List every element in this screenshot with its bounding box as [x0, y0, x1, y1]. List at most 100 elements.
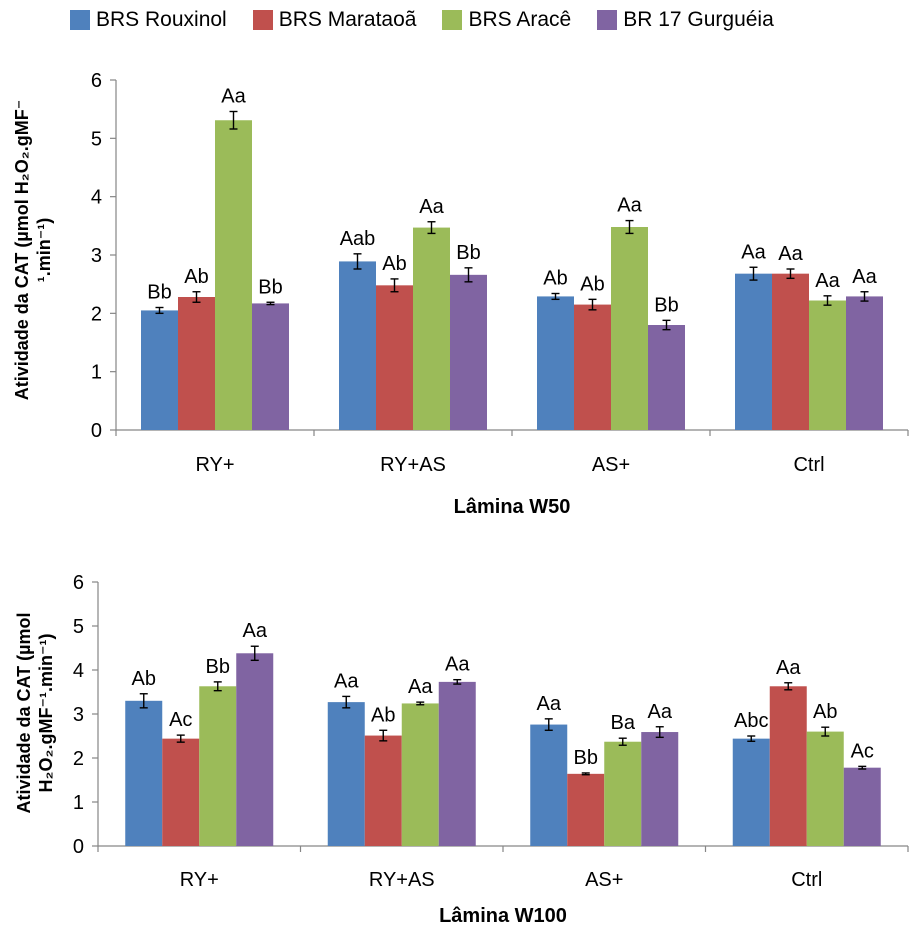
- y-tick-label: 0: [91, 420, 102, 442]
- y-tick-label: 4: [91, 187, 102, 209]
- bar: [769, 686, 807, 846]
- bar: [215, 120, 252, 430]
- data-label: Aa: [408, 676, 433, 698]
- y-tick-label: 3: [91, 245, 102, 267]
- data-label: Ab: [382, 253, 406, 275]
- bar: [327, 702, 365, 846]
- legend-item-arace: BRS Aracê: [442, 8, 571, 32]
- legend-label: BRS Marataoã: [278, 8, 417, 31]
- bar: [413, 227, 450, 430]
- bar: [125, 700, 163, 846]
- data-label: Ac: [169, 709, 192, 731]
- bar: [364, 735, 402, 846]
- bar: [648, 325, 685, 430]
- data-label: Ac: [851, 740, 874, 762]
- data-label: Aa: [419, 196, 444, 218]
- x-tick-label: RY+: [195, 454, 234, 476]
- data-label: Bb: [258, 276, 282, 298]
- bar: [438, 681, 476, 846]
- y-axis-title-line: ¹.min⁻¹): [34, 218, 54, 283]
- data-label: Aa: [617, 195, 642, 217]
- data-label: Ab: [543, 268, 567, 290]
- legend-swatch: [442, 10, 463, 30]
- x-tick-label: RY+AS: [369, 869, 435, 891]
- y-tick-label: 3: [73, 704, 84, 726]
- y-tick-label: 6: [73, 572, 84, 594]
- legend-swatch: [252, 10, 273, 30]
- bar: [537, 296, 574, 430]
- x-tick-label: AS+: [585, 869, 623, 891]
- y-tick-label: 2: [73, 748, 84, 770]
- bar: [604, 741, 642, 846]
- y-tick-label: 0: [73, 836, 84, 858]
- data-label: Aa: [852, 266, 877, 288]
- y-tick-label: 6: [91, 70, 102, 92]
- data-label: Aa: [537, 693, 562, 715]
- data-label: Ab: [184, 266, 208, 288]
- legend-item-rouxinol: BRS Rouxinol: [70, 8, 227, 32]
- legend-swatch: [597, 10, 618, 30]
- legend-label: BR 17 Gurguéia: [623, 8, 774, 31]
- bar: [141, 310, 178, 430]
- x-tick-label: Ctrl: [793, 454, 824, 476]
- data-label: Bb: [456, 242, 480, 264]
- legend-item-gurgueia: BR 17 Gurguéia: [597, 8, 774, 32]
- y-tick-label: 2: [91, 303, 102, 325]
- bar: [252, 303, 289, 430]
- data-label: Ab: [813, 701, 837, 723]
- data-label: Bb: [654, 294, 678, 316]
- x-axis-title: Lâmina W100: [439, 905, 567, 927]
- data-label: Aa: [445, 654, 470, 676]
- y-tick-label: 1: [73, 792, 84, 814]
- bar: [339, 261, 376, 430]
- data-label: Aa: [334, 670, 359, 692]
- bar: [376, 285, 413, 430]
- bar: [530, 724, 568, 846]
- legend-label: BRS Aracê: [468, 8, 572, 31]
- y-axis-title: Atividade da CAT (µmol H₂O₂.gMF⁻ ¹.min⁻¹): [12, 100, 54, 401]
- y-tick-label: 5: [73, 616, 84, 638]
- data-label: Ab: [580, 273, 604, 295]
- data-label: Ab: [132, 668, 156, 690]
- x-axis-title: Lâmina W50: [454, 496, 571, 518]
- data-label: Ab: [371, 704, 395, 726]
- bar: [641, 732, 679, 846]
- bar: [450, 274, 487, 430]
- data-label: Bb: [574, 747, 598, 769]
- data-label: Aa: [741, 241, 766, 263]
- data-label: Aa: [815, 270, 840, 292]
- x-tick-label: RY+AS: [380, 454, 446, 476]
- bar: [162, 738, 200, 846]
- data-label: Aa: [243, 620, 268, 642]
- x-tick-label: Ctrl: [791, 869, 822, 891]
- y-tick-label: 4: [73, 660, 84, 682]
- data-label: Aa: [221, 86, 246, 108]
- bar: [236, 653, 274, 846]
- x-tick-label: RY+: [180, 869, 219, 891]
- data-label: Ba: [611, 712, 636, 734]
- bar: [732, 738, 770, 846]
- bar: [806, 731, 844, 846]
- y-axis-title-line: Atividade da CAT (µmol H₂O₂.gMF⁻: [12, 100, 32, 401]
- legend-item-marataoa: BRS Marataoã: [252, 8, 417, 32]
- data-label: Aab: [340, 228, 376, 250]
- bar: [809, 300, 846, 430]
- bar: [574, 304, 611, 430]
- y-axis-title: Atividade da CAT (µmol H₂O₂.gMF⁻¹.min⁻¹): [14, 612, 56, 813]
- data-label: Aa: [776, 657, 801, 679]
- bar: [178, 297, 215, 430]
- legend-swatch: [70, 10, 90, 30]
- y-tick-label: 5: [91, 128, 102, 150]
- data-label: Aa: [778, 243, 803, 265]
- y-tick-label: 1: [91, 362, 102, 384]
- legend-label: BRS Rouxinol: [96, 8, 227, 31]
- bar: [735, 273, 772, 430]
- data-label: Bb: [206, 656, 230, 678]
- y-axis-title-line: H₂O₂.gMF⁻¹.min⁻¹): [36, 634, 56, 793]
- data-label: Aa: [648, 701, 673, 723]
- bar: [843, 767, 881, 846]
- x-tick-label: AS+: [592, 454, 630, 476]
- bar: [567, 773, 605, 846]
- data-label: Bb: [147, 282, 171, 304]
